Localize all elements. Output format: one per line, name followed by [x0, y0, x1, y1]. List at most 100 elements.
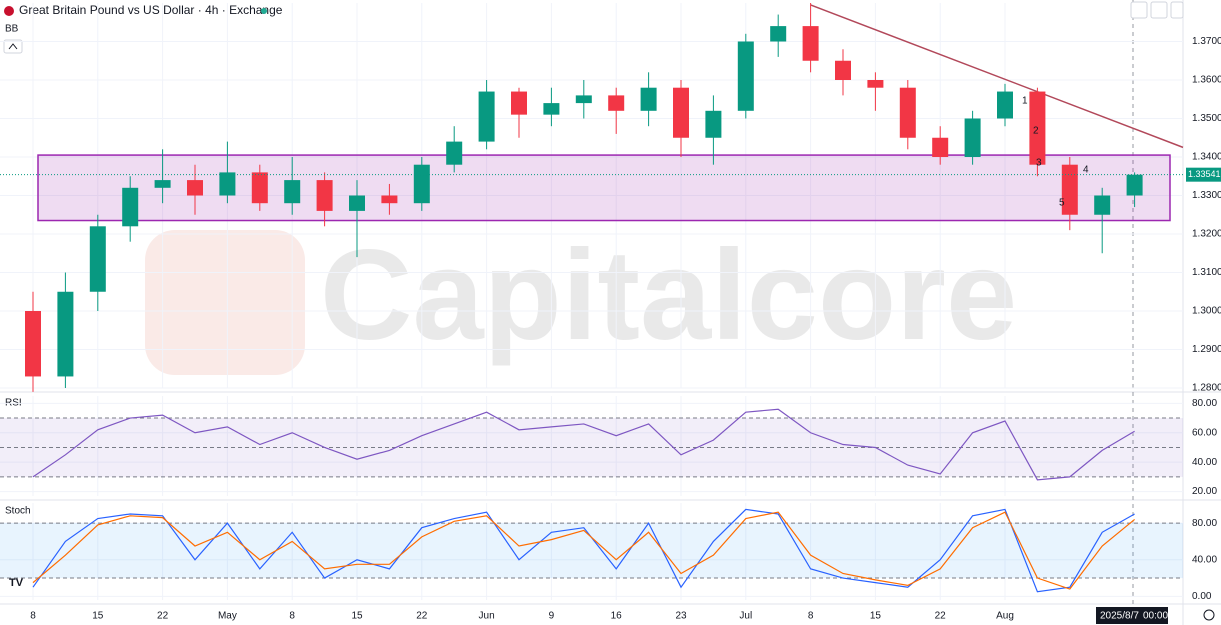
collapse-icon [8, 43, 18, 50]
wave-label: 4 [1083, 165, 1089, 176]
x-tick-label: 9 [549, 611, 555, 622]
watermark: Capitalcore [320, 224, 1017, 367]
cursor-time-box [1096, 607, 1168, 624]
candle-body [1094, 195, 1111, 215]
y-tick-label: 0.00 [1192, 591, 1212, 602]
x-tick-label: Jun [479, 611, 495, 622]
y-tick-label: 60.00 [1192, 427, 1217, 438]
candle-body [673, 87, 689, 138]
last-price-box [1186, 167, 1221, 182]
y-tick-label: 40.00 [1192, 457, 1217, 468]
wave-label: 3 [1036, 158, 1042, 169]
symbol-title: Great Britain Pound vs US Dollar · 4h · … [19, 3, 283, 17]
candle-body [511, 91, 527, 115]
zone [37, 154, 1171, 222]
maximize-button[interactable] [1150, 1, 1168, 19]
x-tick-label: 16 [611, 611, 623, 622]
candle-body [349, 195, 365, 211]
candle-body [251, 172, 268, 204]
candle-body [1126, 174, 1143, 196]
candle-body [1061, 164, 1078, 215]
candle-body [122, 187, 139, 227]
x-tick-label: 15 [870, 611, 882, 622]
x-tick-label: 22 [935, 611, 947, 622]
candle-body [316, 180, 333, 211]
x-tick-label: 8 [30, 611, 36, 622]
x-tick-label: Jul [739, 611, 752, 622]
market-status [261, 8, 267, 14]
candle-body [899, 87, 916, 138]
candle-body [89, 226, 106, 292]
wave-label: 1 [1022, 96, 1028, 107]
trendline [810, 4, 1184, 149]
candle-body [737, 41, 754, 111]
x-tick-label: 15 [351, 611, 363, 622]
settings-button[interactable] [1203, 609, 1215, 621]
y-tick-label: 1.29000 [1192, 344, 1221, 355]
candle-body [284, 180, 301, 204]
y-tick-label: 1.28000 [1192, 383, 1221, 394]
candle-body [770, 26, 787, 42]
candle-body [964, 118, 981, 157]
symbol-flag [4, 6, 14, 16]
candle-body [608, 95, 625, 111]
line-series [32, 511, 1135, 590]
line-series [32, 408, 1135, 481]
x-tick-label: 23 [675, 611, 687, 622]
restore-button[interactable] [1170, 1, 1184, 19]
cursor-date: 2025/8/7 [1100, 611, 1139, 622]
candle-body [57, 291, 74, 377]
candle-body [802, 26, 819, 61]
y-tick-label: 1.33000 [1192, 190, 1221, 201]
x-tick-label: May [218, 611, 237, 622]
y-tick-label: 1.31000 [1192, 267, 1221, 278]
candle-body [446, 141, 463, 165]
candle-body [997, 91, 1013, 119]
x-tick-label: 8 [289, 611, 295, 622]
candle-body [478, 91, 495, 142]
candle-body [413, 164, 430, 204]
y-tick-label: 1.36000 [1192, 75, 1221, 86]
tv-logo-text: TV [9, 577, 24, 589]
candle-body [705, 110, 722, 138]
x-tick-label: 8 [808, 611, 814, 622]
y-tick-label: 1.35000 [1192, 113, 1221, 124]
y-tick-label: 40.00 [1192, 554, 1217, 565]
x-tick-label: 15 [92, 611, 104, 622]
candle-body [1029, 91, 1046, 165]
x-tick-label: 22 [157, 611, 169, 622]
y-tick-label: 80.00 [1192, 398, 1217, 409]
candle-body [867, 80, 884, 88]
y-tick-label: 1.32000 [1192, 229, 1221, 240]
cursor-time: 00:00 [1143, 611, 1168, 622]
x-tick-label: Aug [996, 611, 1014, 622]
level-band [0, 523, 1183, 579]
candle-body [543, 103, 560, 115]
indicator-label: Stoch [5, 506, 31, 517]
y-tick-label: 1.30000 [1192, 306, 1221, 317]
move-down-button[interactable] [1130, 1, 1148, 19]
y-tick-label: 1.37000 [1192, 36, 1221, 47]
candle-body [575, 95, 592, 104]
y-tick-label: 20.00 [1192, 486, 1217, 497]
y-tick-label: 80.00 [1192, 518, 1217, 529]
line-series [32, 508, 1135, 593]
candle-body [219, 172, 236, 196]
candle-body [154, 180, 171, 188]
y-tick-label: 1.34000 [1192, 152, 1221, 163]
candle-body [835, 60, 851, 80]
collapse-button[interactable] [3, 39, 23, 54]
x-tick-label: 22 [416, 611, 428, 622]
watermark-logo [145, 230, 305, 375]
candle-body [640, 87, 657, 111]
tv-logo [8, 577, 26, 589]
candle-body [932, 137, 949, 157]
wave-label: 2 [1033, 126, 1039, 137]
candle-body [25, 311, 41, 377]
candle-body [381, 195, 398, 204]
indicator-label: BB [5, 24, 19, 35]
candle-body [187, 180, 203, 196]
wave-label: 5 [1059, 198, 1065, 209]
